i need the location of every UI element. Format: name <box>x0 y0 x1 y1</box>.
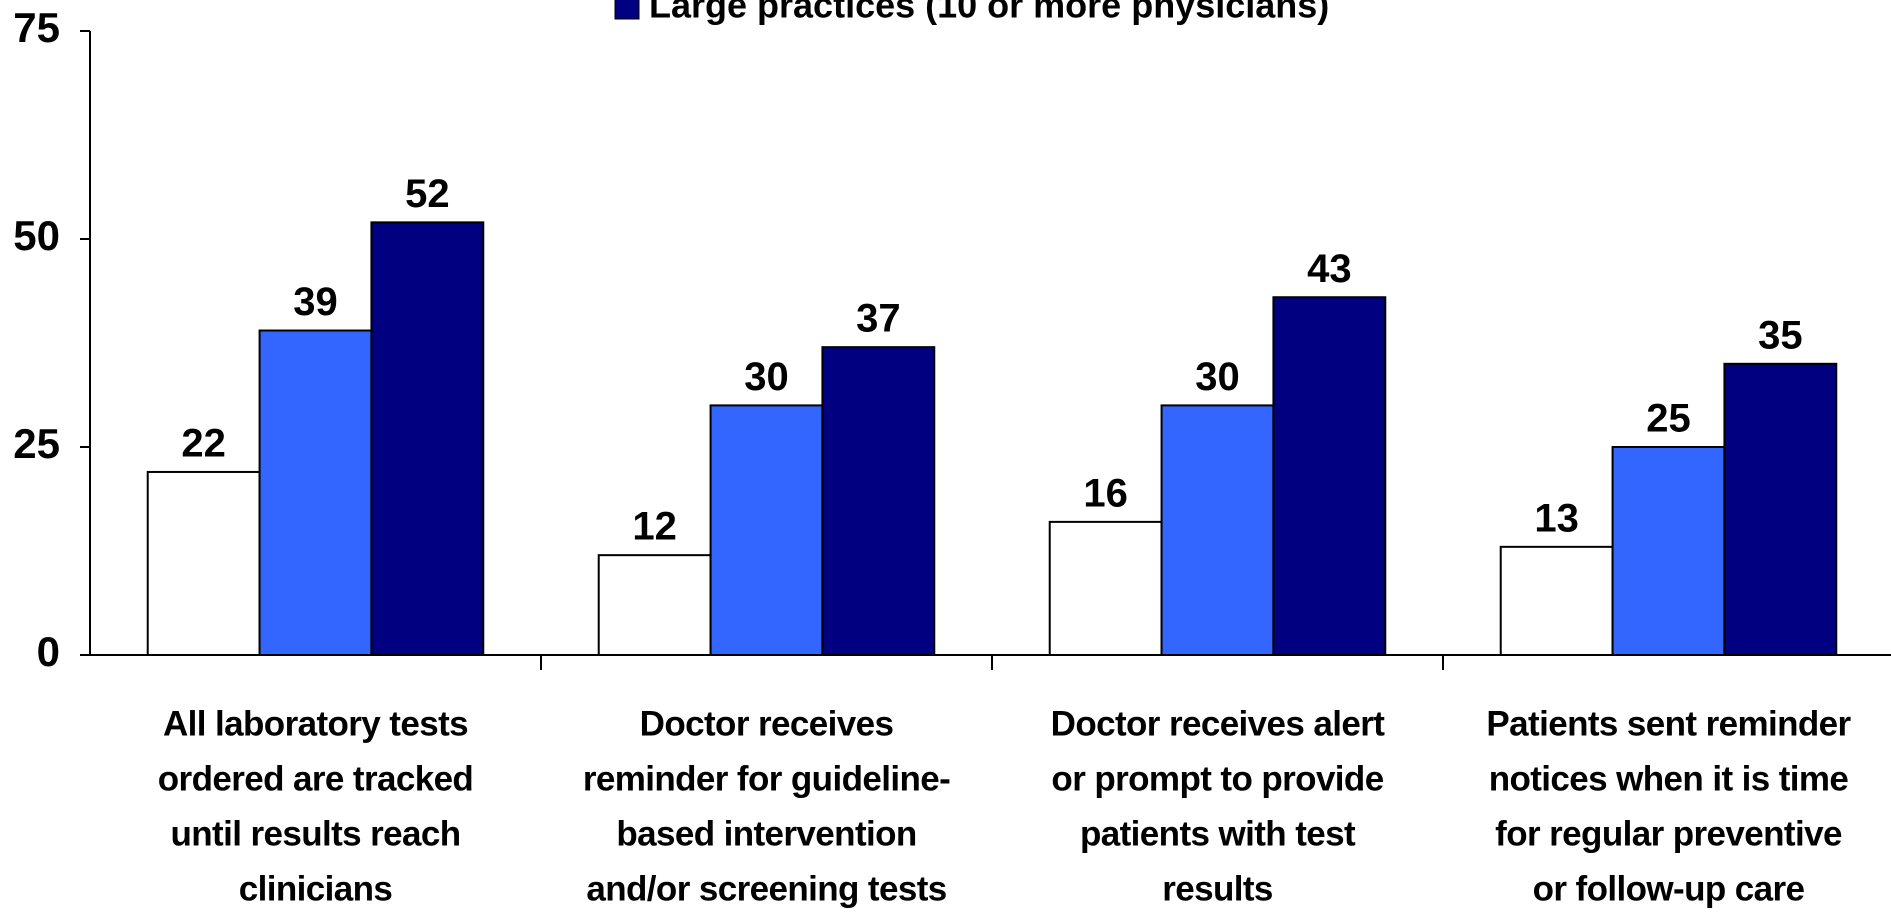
value-label: 16 <box>1083 471 1128 515</box>
legend-label: Large practices (10 or more physicians) <box>649 0 1329 26</box>
bar <box>1048 520 1163 656</box>
legend-swatch <box>614 0 640 20</box>
bar <box>821 346 936 656</box>
bar <box>258 329 373 656</box>
value-label: 12 <box>632 505 677 549</box>
bar <box>709 404 824 656</box>
y-tick-label: 50 <box>13 212 60 259</box>
x-tick-label: All laboratory tests <box>163 704 468 743</box>
x-tick-label: clinicians <box>239 869 393 908</box>
bar <box>1723 362 1838 656</box>
bar <box>1611 446 1726 656</box>
value-label: 13 <box>1534 496 1579 540</box>
x-tick-label: based intervention <box>616 814 916 853</box>
x-tick-label: Doctor receives <box>640 704 894 743</box>
x-tick-label: and/or screening tests <box>586 869 946 908</box>
value-label: 35 <box>1758 313 1803 357</box>
value-label: 30 <box>744 355 789 399</box>
value-label: 52 <box>405 172 450 216</box>
value-label: 37 <box>856 297 901 341</box>
y-tick-label: 25 <box>13 420 60 467</box>
x-tick-label: reminder for guideline- <box>583 759 950 798</box>
bar <box>597 554 712 656</box>
bar <box>1272 296 1387 656</box>
value-label: 30 <box>1195 355 1240 399</box>
x-tick-label: results <box>1162 869 1273 908</box>
x-tick-label: Doctor receives alert <box>1051 704 1386 743</box>
x-tick-label: notices when it is time <box>1489 759 1849 798</box>
bar <box>1499 545 1614 657</box>
value-label: 43 <box>1307 247 1352 291</box>
bar <box>146 470 261 656</box>
bar <box>1160 404 1275 656</box>
x-tick-label: until results reach <box>170 814 460 853</box>
value-label: 25 <box>1646 397 1691 441</box>
x-tick-label: for regular preventive <box>1495 814 1842 853</box>
x-tick-label: or follow-up care <box>1533 869 1805 908</box>
y-tick-label: 0 <box>37 628 60 675</box>
x-tick-label: or prompt to provide <box>1051 759 1383 798</box>
y-tick-label: 75 <box>13 4 60 51</box>
x-tick-label: Patients sent reminder <box>1486 704 1851 743</box>
bar <box>370 221 485 657</box>
x-tick-label: patients with test <box>1080 814 1356 853</box>
value-label: 39 <box>293 280 338 324</box>
x-tick-label: ordered are tracked <box>158 759 473 798</box>
value-label: 22 <box>181 422 226 466</box>
